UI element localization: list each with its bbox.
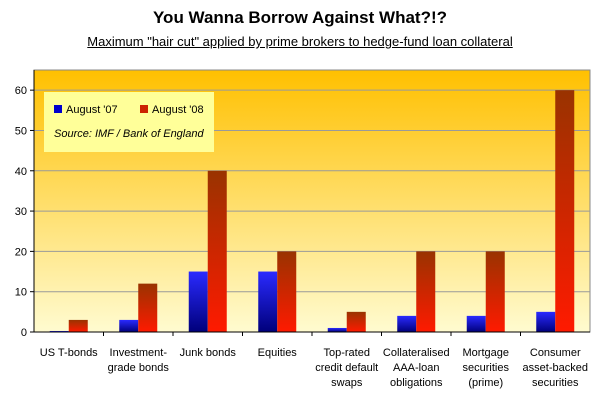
legend-box <box>44 92 214 152</box>
x-category-label: Collateralised AAA-loan obligations <box>383 347 450 389</box>
y-tick-label: 40 <box>15 166 27 178</box>
bar-aug07 <box>258 271 278 332</box>
x-category-label: Junk bonds <box>180 347 237 359</box>
legend-swatch <box>140 105 148 113</box>
chart-subtitle: Maximum "hair cut" applied by prime brok… <box>87 34 513 49</box>
y-tick-label: 30 <box>15 206 27 218</box>
legend-swatch <box>54 105 62 113</box>
x-category-label: Investment-grade bonds <box>108 347 170 374</box>
bar-aug08 <box>277 251 297 332</box>
source-note: Source: IMF / Bank of England <box>54 128 204 140</box>
y-tick-label: 50 <box>15 125 27 137</box>
bar-aug07 <box>49 330 69 332</box>
y-tick-label: 10 <box>15 287 27 299</box>
bar-aug08 <box>207 170 227 332</box>
bar-aug08 <box>485 251 505 332</box>
bar-aug07 <box>466 315 486 332</box>
bar-aug08 <box>68 319 88 332</box>
x-category-label: US T-bonds <box>40 347 98 359</box>
bar-aug07 <box>397 315 417 332</box>
x-category-label: Equities <box>258 347 298 359</box>
x-category-label: Consumer asset-backed securities <box>523 347 588 389</box>
bar-aug08 <box>555 90 575 333</box>
legend-label: August '08 <box>152 104 204 116</box>
y-tick-label: 20 <box>15 246 27 258</box>
chart-title: You Wanna Borrow Against What?!? <box>152 8 447 27</box>
bar-aug07 <box>327 327 347 332</box>
bar-aug07 <box>536 311 556 332</box>
bar-aug08 <box>138 283 158 332</box>
y-tick-label: 0 <box>21 327 27 339</box>
bar-aug08 <box>346 311 366 332</box>
bar-aug07 <box>188 271 208 332</box>
bar-aug08 <box>416 251 436 332</box>
x-category-label: Top-rated credit default swaps <box>315 347 378 389</box>
bar-aug07 <box>119 319 139 332</box>
legend-label: August '07 <box>66 104 118 116</box>
y-tick-label: 60 <box>15 85 27 97</box>
x-category-label: Mortgage securities (prime) <box>463 347 510 389</box>
